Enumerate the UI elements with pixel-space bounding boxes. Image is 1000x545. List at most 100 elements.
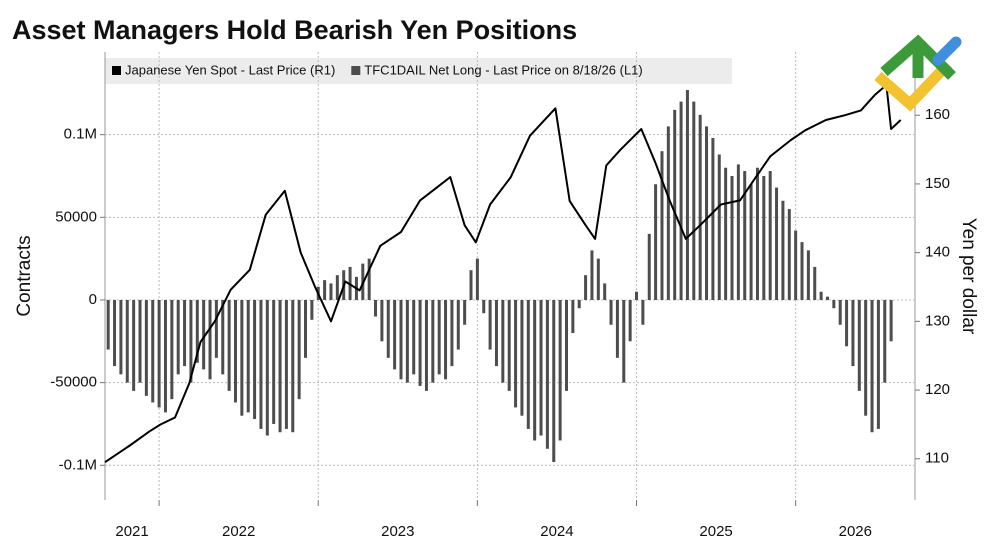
bar (794, 230, 798, 300)
bar (437, 299, 441, 375)
bar (246, 299, 250, 413)
logo (874, 34, 962, 112)
bar (463, 299, 467, 325)
bar (736, 164, 740, 300)
bar (189, 299, 193, 383)
bar (673, 109, 677, 300)
bar (647, 233, 651, 300)
bar (272, 299, 276, 424)
legend-label: TFC1DAIL Net Long - Last Price on 8/18/2… (364, 62, 642, 77)
bar (431, 299, 435, 383)
bar (615, 299, 619, 358)
legend-swatch (351, 66, 361, 75)
y-tick-label: 0.1M (64, 126, 97, 143)
bar (278, 299, 282, 433)
bar (832, 299, 836, 309)
x-tick-label: 2021 (115, 523, 148, 540)
bar (876, 299, 880, 429)
y2-axis-title: Yen per dollar (958, 218, 979, 335)
bar (494, 299, 498, 367)
legend-box (105, 58, 732, 84)
bar (214, 299, 218, 358)
bar (698, 114, 702, 300)
bar (507, 299, 511, 391)
bar (482, 299, 486, 314)
bar (692, 101, 696, 300)
bar (501, 299, 505, 383)
bar (851, 299, 855, 367)
bar (845, 299, 849, 347)
logo-blue (932, 36, 962, 66)
bar (806, 250, 810, 300)
x-tick-label: 2024 (540, 523, 573, 540)
bar (380, 299, 384, 342)
bar (730, 175, 734, 300)
bar (838, 299, 842, 325)
bar (144, 299, 148, 396)
y2-tick-label: 120 (925, 381, 950, 398)
y2-tick-label: 160 (925, 106, 950, 123)
bar (259, 299, 263, 429)
legend-label: Japanese Yen Spot - Last Price (R1) (125, 62, 335, 77)
bar (393, 299, 397, 370)
bar (870, 299, 874, 433)
x-tick-label: 2026 (839, 523, 872, 540)
bar (768, 171, 772, 300)
y2-tick-label: 150 (925, 175, 950, 192)
bar (329, 283, 333, 300)
bar (514, 299, 518, 408)
bar (609, 299, 613, 325)
bar (418, 299, 422, 386)
x-tick-label: 2023 (381, 523, 414, 540)
bar (775, 187, 779, 300)
logo-yellow (874, 60, 952, 112)
bar (450, 299, 454, 367)
bar (374, 299, 378, 317)
bar (310, 299, 314, 320)
chart-title: Asset Managers Hold Bearish Yen Position… (12, 15, 577, 45)
x-tick-label: 2022 (222, 523, 255, 540)
bar (596, 258, 600, 300)
bar (825, 296, 829, 300)
bar (253, 299, 257, 419)
bar (552, 299, 556, 462)
bar (641, 299, 645, 325)
bar (291, 299, 295, 433)
bar (864, 299, 868, 416)
bar (545, 299, 549, 449)
bar (628, 299, 632, 342)
bar (475, 258, 479, 300)
bar (584, 275, 588, 300)
bar (240, 299, 244, 416)
bar (183, 299, 187, 367)
bar (284, 299, 288, 429)
bar (539, 299, 543, 436)
bar (755, 167, 759, 300)
bar (208, 299, 212, 380)
bar (405, 299, 409, 383)
bar (469, 270, 473, 300)
bar (622, 299, 626, 383)
bar (520, 299, 524, 416)
bar (577, 299, 581, 309)
bar (170, 299, 174, 400)
y2-tick-label: 110 (925, 450, 949, 467)
line (104, 84, 902, 464)
bar (590, 250, 594, 300)
bar (889, 299, 893, 342)
bar (603, 283, 607, 300)
bar (743, 171, 747, 300)
bar (813, 266, 817, 300)
bar (113, 299, 117, 367)
bar (412, 299, 416, 375)
bar (125, 299, 129, 383)
bar (787, 209, 791, 300)
bar (711, 137, 715, 300)
bar (221, 299, 225, 375)
bar (233, 299, 237, 403)
bar (424, 299, 428, 391)
bar (666, 126, 670, 300)
bar (724, 167, 728, 300)
legend-swatch (112, 66, 121, 75)
